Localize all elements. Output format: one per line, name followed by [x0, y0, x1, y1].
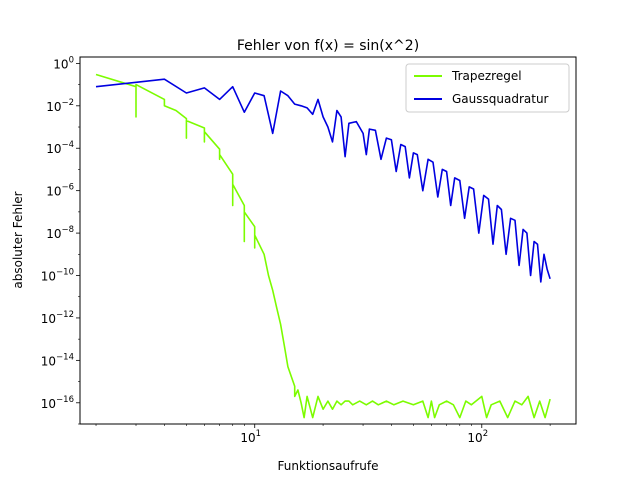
- y-tick-label: 10−10: [41, 268, 74, 284]
- y-tick-label: 10−4: [46, 140, 74, 156]
- y-axis-label: absoluter Fehler: [11, 191, 25, 288]
- y-tick-label: 10−2: [46, 98, 74, 114]
- legend-box: [405, 63, 570, 113]
- y-tick-label: 10−14: [41, 352, 74, 368]
- legend-label-trapezregel: Trapezregel: [451, 69, 522, 83]
- y-tick-label: 10−8: [46, 225, 74, 241]
- series-layer: [95, 73, 551, 419]
- y-tick-label: 100: [53, 55, 74, 71]
- legend: Trapezregel Gaussquadratur: [405, 63, 570, 113]
- x-axis-label: Funktionsaufrufe: [278, 459, 379, 473]
- series-line-gaussquadratur: [95, 78, 551, 283]
- series-line-trapezregel: [95, 73, 551, 419]
- plot-frame: [79, 56, 577, 425]
- chart-title: Fehler von f(x) = sin(x^2): [237, 38, 419, 54]
- ticks-layer: 101 102 100 10−2 10−4 10−6 10−8 10−10 10−12 10−14…: [41, 55, 551, 445]
- x-tick-label: 102: [467, 429, 488, 445]
- legend-label-gaussquadratur: Gaussquadratur: [452, 92, 549, 106]
- y-tick-label: 10−6: [46, 183, 74, 199]
- x-tick-label: 101: [240, 429, 261, 445]
- y-tick-label: 10−12: [41, 310, 74, 326]
- y-tick-label: 10−16: [41, 395, 74, 411]
